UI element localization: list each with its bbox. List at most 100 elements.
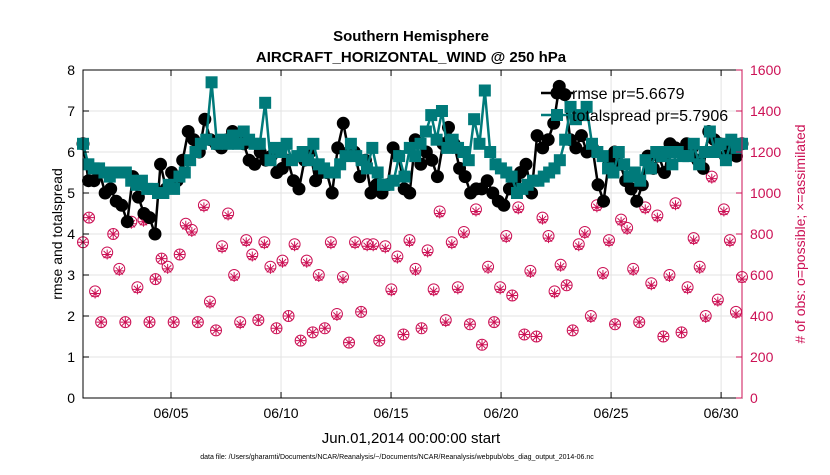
possible-point bbox=[518, 328, 531, 341]
totalspread-point bbox=[564, 100, 577, 113]
assimilated-point bbox=[712, 296, 723, 307]
assimilated-point bbox=[229, 272, 240, 283]
assimilated-point bbox=[289, 241, 300, 252]
assimilated-point bbox=[591, 202, 602, 213]
y-tick-label: 3 bbox=[67, 267, 75, 283]
rmse-point bbox=[248, 157, 262, 171]
assimilated-point bbox=[585, 313, 596, 324]
totalspread-point bbox=[644, 162, 657, 175]
y-tick-label-right: 1600 bbox=[750, 62, 781, 78]
possible-point bbox=[355, 305, 368, 318]
assimilated-point bbox=[724, 237, 735, 248]
totalspread-point bbox=[232, 137, 245, 150]
legend: rmse pr=5.6679 totalspread pr=5.7906 bbox=[541, 86, 728, 125]
totalspread-point bbox=[205, 76, 218, 89]
totalspread-point bbox=[425, 109, 438, 122]
rmse-point bbox=[574, 129, 588, 143]
assimilated-point bbox=[513, 204, 524, 215]
rmse-point bbox=[325, 186, 339, 200]
assimilated-point bbox=[259, 239, 270, 250]
legend-marker bbox=[551, 109, 563, 121]
assimilated-point bbox=[204, 298, 215, 309]
totalspread-point bbox=[339, 150, 352, 163]
assimilated-point bbox=[682, 284, 693, 295]
rmse-point bbox=[541, 133, 555, 147]
assimilated-point bbox=[337, 274, 348, 285]
assimilated-point bbox=[108, 229, 119, 239]
totalspread-point bbox=[714, 137, 727, 150]
assimilated-point bbox=[573, 241, 584, 252]
assimilated-point bbox=[706, 173, 717, 184]
assimilated-point bbox=[507, 290, 518, 301]
assimilated-point bbox=[241, 237, 252, 248]
totalspread-point bbox=[409, 150, 422, 163]
possible-point bbox=[155, 252, 168, 265]
totalspread-point bbox=[462, 154, 475, 167]
totalspread-point bbox=[393, 150, 406, 163]
possible-point bbox=[609, 318, 622, 331]
assimilated-series bbox=[78, 173, 747, 350]
error-series bbox=[76, 76, 749, 241]
rmse-point bbox=[336, 116, 350, 130]
assimilated-point bbox=[102, 249, 113, 260]
possible-point bbox=[463, 318, 476, 331]
assimilated-point bbox=[192, 317, 203, 328]
assimilated-point bbox=[362, 241, 373, 252]
rmse-point bbox=[630, 194, 644, 208]
assimilated-point bbox=[634, 317, 645, 328]
totalspread-point bbox=[612, 146, 625, 158]
assimilated-point bbox=[331, 311, 342, 321]
totalspread-point bbox=[398, 170, 411, 183]
axes: 06/05 06/10 06/15 06/20 06/25 06/300123456780… bbox=[67, 62, 781, 421]
rmse-point bbox=[120, 215, 134, 229]
assimilated-point bbox=[561, 280, 572, 291]
totalspread-point bbox=[344, 137, 357, 150]
rmse-point bbox=[430, 170, 444, 184]
assimilated-point bbox=[416, 323, 427, 334]
totalspread-point bbox=[478, 84, 491, 97]
totalspread-point bbox=[682, 150, 695, 163]
totalspread-point bbox=[280, 137, 293, 150]
possible-point bbox=[167, 316, 180, 329]
totalspread-point bbox=[253, 137, 266, 150]
assimilated-point bbox=[307, 327, 318, 338]
assimilated-point bbox=[519, 329, 530, 340]
data-file-footer: data file: /Users/gharamti/Documents/NCA… bbox=[200, 454, 594, 461]
assimilated-point bbox=[156, 253, 167, 264]
totalspread-point bbox=[596, 150, 609, 163]
rmse-point bbox=[425, 153, 439, 167]
assimilated-point bbox=[730, 308, 741, 319]
rmse-point bbox=[403, 186, 417, 200]
assimilated-point bbox=[295, 335, 306, 346]
possible-point bbox=[566, 324, 579, 337]
assimilated-point bbox=[422, 247, 433, 258]
possible-point bbox=[107, 228, 120, 240]
totalspread-point bbox=[264, 154, 277, 167]
y-tick-label: 1 bbox=[67, 349, 75, 365]
assimilated-point bbox=[132, 284, 143, 295]
x-tick-label: 06/15 bbox=[374, 405, 409, 421]
x-axis-label: Jun.01,2014 00:00:00 start bbox=[322, 430, 501, 447]
possible-point bbox=[252, 314, 265, 327]
totalspread-point bbox=[703, 125, 716, 138]
assimilated-point bbox=[440, 317, 451, 328]
assimilated-point bbox=[265, 263, 276, 274]
assimilated-point bbox=[470, 206, 481, 217]
assimilated-point bbox=[84, 212, 95, 223]
assimilated-point bbox=[223, 210, 234, 221]
obs-series bbox=[77, 170, 748, 351]
assimilated-point bbox=[652, 212, 663, 223]
assimilated-point bbox=[392, 253, 403, 264]
assimilated-point bbox=[150, 274, 161, 285]
totalspread-point bbox=[553, 154, 566, 167]
assimilated-point bbox=[120, 317, 131, 328]
rmse-point bbox=[458, 170, 472, 184]
y-axis-label: rmse and totalspread bbox=[49, 168, 65, 300]
legend-label: rmse pr=5.6679 bbox=[572, 86, 685, 103]
totalspread-point bbox=[634, 174, 647, 187]
totalspread-point bbox=[371, 166, 384, 179]
totalspread-point bbox=[687, 137, 700, 150]
rmse-point bbox=[115, 198, 129, 212]
possible-point bbox=[143, 316, 156, 329]
